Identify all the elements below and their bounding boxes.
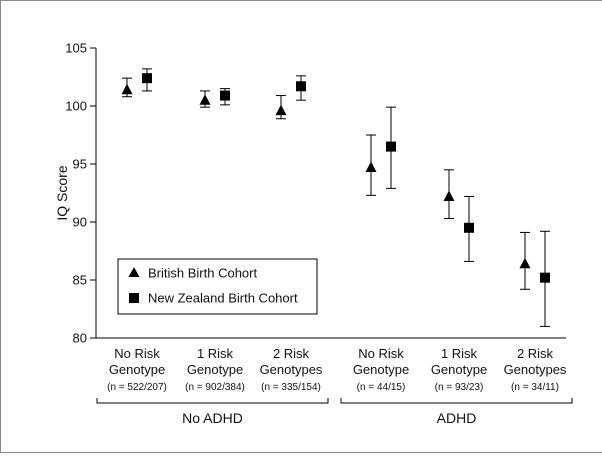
category-label-line1: 1 Risk bbox=[441, 346, 478, 361]
british-cohort-point bbox=[519, 257, 531, 269]
new-zealand-cohort-point bbox=[540, 272, 550, 283]
group-bracket bbox=[96, 398, 329, 404]
new-zealand-cohort-point bbox=[296, 81, 306, 92]
group-label: ADHD bbox=[437, 410, 477, 426]
new-zealand-cohort-point bbox=[220, 90, 230, 101]
legend: British Birth Cohort New Zealand Birth Co… bbox=[117, 258, 318, 315]
category-label-line2: Genotype bbox=[431, 362, 487, 377]
legend-square-marker bbox=[129, 293, 139, 303]
category-label-line1: No Risk bbox=[114, 346, 160, 361]
category-label-line2: Genotypes bbox=[260, 362, 323, 377]
british-cohort-point bbox=[275, 104, 287, 116]
category-sample-size: (n = 34/11) bbox=[511, 382, 559, 393]
y-tick-label: 80 bbox=[73, 331, 87, 346]
category-label-line1: 2 Risk bbox=[517, 346, 554, 361]
category-sample-size: (n = 335/154) bbox=[261, 382, 321, 393]
new-zealand-cohort-point bbox=[386, 141, 396, 152]
y-tick-label: 85 bbox=[73, 273, 87, 288]
legend-label: British Birth Cohort bbox=[148, 266, 257, 281]
category-sample-size: (n = 44/15) bbox=[357, 382, 406, 393]
y-tick-label: 100 bbox=[65, 99, 87, 114]
category-label-line1: 2 Risk bbox=[273, 346, 310, 361]
category-label-line2: Genotypes bbox=[504, 362, 567, 377]
british-cohort-point bbox=[365, 161, 377, 172]
category-label-line2: Genotype bbox=[109, 362, 165, 377]
new-zealand-cohort-point bbox=[464, 222, 474, 233]
axes: 80 85 90 95 100 105 IQ Score bbox=[54, 41, 566, 346]
legend-box bbox=[117, 258, 318, 315]
y-tick-label: 105 bbox=[65, 41, 87, 56]
group-label: No ADHD bbox=[182, 410, 243, 426]
group-bracket bbox=[340, 398, 573, 404]
category-label-line2: Genotype bbox=[187, 362, 243, 377]
chart-marks bbox=[121, 68, 550, 327]
y-tick-label: 90 bbox=[73, 215, 87, 230]
british-cohort-point bbox=[443, 190, 455, 201]
category-label-line2: Genotype bbox=[353, 362, 409, 377]
british-cohort-point bbox=[199, 94, 211, 105]
category-sample-size: (n = 93/23) bbox=[435, 382, 484, 393]
new-zealand-cohort-point bbox=[142, 73, 152, 84]
category-label-line1: 1 Risk bbox=[197, 346, 234, 361]
y-tick-label: 95 bbox=[73, 157, 87, 172]
legend-label: New Zealand Birth Cohort bbox=[148, 291, 298, 306]
british-cohort-point bbox=[121, 83, 133, 95]
y-axis-title: IQ Score bbox=[54, 165, 70, 220]
category-sample-size: (n = 902/384) bbox=[185, 382, 245, 393]
category-label-line1: No Risk bbox=[358, 346, 404, 361]
category-sample-size: (n = 522/207) bbox=[107, 382, 167, 393]
legend-triangle-marker bbox=[128, 267, 140, 277]
